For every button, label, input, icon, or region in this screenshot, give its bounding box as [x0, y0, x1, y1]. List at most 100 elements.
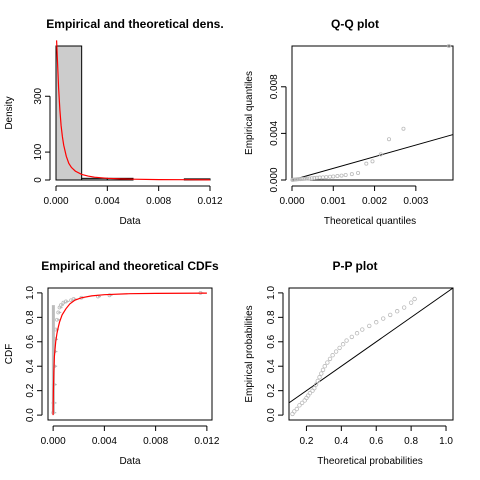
qq-point [327, 174, 332, 179]
cdf-plot-box [47, 287, 213, 421]
1-x-tick-label: 0.001 [321, 196, 346, 207]
qq-reference-line-group [291, 134, 454, 181]
qq-frame [291, 45, 454, 181]
pp-point [312, 386, 317, 391]
qq-point [387, 137, 392, 142]
cdf-empirical-point [55, 317, 59, 322]
density-y-label: Density [4, 96, 15, 129]
2-y-tick-label: 0.0 [25, 408, 36, 422]
cdf-y-label: CDF [4, 344, 15, 365]
qq-point [324, 175, 329, 180]
qq-x-label: Theoretical quantiles [324, 216, 416, 227]
pp-point [374, 320, 379, 325]
density-curve-group [56, 40, 211, 181]
pp-point [299, 400, 305, 406]
pp-point [354, 331, 360, 336]
pp-point [387, 312, 393, 318]
qq-points [290, 44, 451, 182]
1-y-tick-label: 0.008 [269, 74, 280, 99]
qq-point [356, 171, 361, 176]
3-y-tick-label: 0.4 [266, 359, 277, 373]
3-y-tick-label: 0.2 [266, 383, 277, 397]
pp-x-label: Theoretical probabilities [317, 456, 423, 467]
panel-density: Empirical and theoretical dens. 0.000 0.0… [4, 17, 224, 227]
qq-axes: 0.000 0.001 0.002 0.003 0.000 0.004 0.008 [269, 74, 429, 207]
panel-cdf: Empirical and theoretical CDFs 0.000 0.00… [4, 259, 220, 467]
cdf-title: Empirical and theoretical CDFs [41, 259, 219, 273]
1-x-tick-label: 0.003 [403, 196, 428, 207]
qq-point [309, 176, 314, 181]
qq-point [364, 161, 369, 166]
3-y-tick-label: 1.0 [266, 286, 277, 300]
pp-point [340, 342, 346, 347]
panel-pp: P-P plot 0.2 0.4 0.6 0.8 1.0 0.0 0.2 0.4 0.6 0.8 1… [244, 259, 454, 467]
0-y-tick-label: 300 [33, 87, 44, 104]
pp-point [333, 349, 339, 354]
pp-point [294, 406, 300, 412]
3-x-tick-label: 0.4 [334, 436, 348, 447]
cdf-empirical-group [51, 290, 204, 415]
density-bars [55, 45, 211, 181]
qq-y-label: Empirical quantiles [244, 71, 255, 155]
qq-plot-box [291, 45, 454, 181]
pp-point [322, 364, 327, 369]
qq-point [378, 152, 383, 157]
2-x-tick-label: 0.004 [92, 436, 117, 447]
3-y-tick-label: 0.8 [266, 310, 277, 324]
2-y-tick-label: 0.2 [25, 383, 36, 397]
cdf-theoretical-curve [52, 292, 207, 416]
pp-reference-line-group [288, 287, 454, 404]
pp-point [315, 378, 320, 384]
pp-point [367, 323, 372, 329]
3-x-tick-label: 0.8 [404, 436, 418, 447]
qq-point [303, 176, 308, 181]
qq-point [370, 159, 375, 164]
3-x-tick-label: 0.2 [299, 436, 313, 447]
pp-point [394, 309, 400, 314]
density-axes: 0.000 0.004 0.008 0.012 0 100 300 [33, 87, 223, 207]
density-title: Empirical and theoretical dens. [46, 17, 223, 31]
0-y-tick-label: 100 [33, 143, 44, 160]
qq-point [339, 173, 344, 178]
cdf-empirical-point [64, 299, 68, 304]
3-x-tick-label: 1.0 [439, 436, 453, 447]
2-y-tick-label: 0.6 [25, 334, 36, 348]
0-x-tick-label: 0.012 [197, 196, 222, 207]
pp-point [325, 360, 330, 365]
cdf-empirical-point [56, 310, 61, 315]
2-y-tick-label: 0.8 [25, 310, 36, 324]
pp-point [317, 375, 322, 380]
1-y-tick-label: 0.004 [269, 120, 280, 145]
1-y-tick-label: 0.000 [269, 167, 280, 192]
pp-point [344, 338, 349, 343]
0-x-tick-label: 0.004 [95, 196, 120, 207]
qq-point [401, 126, 406, 131]
qq-point [301, 176, 306, 181]
pp-point [313, 382, 319, 387]
pp-frame [288, 287, 454, 421]
1-x-tick-label: 0.002 [362, 196, 387, 207]
2-y-tick-label: 1.0 [25, 286, 36, 300]
pp-point [381, 316, 386, 321]
2-x-tick-label: 0.008 [143, 436, 168, 447]
pp-point [412, 296, 417, 302]
pp-point [320, 367, 326, 373]
3-y-tick-label: 0.0 [266, 408, 277, 422]
pp-point [337, 345, 342, 351]
pp-title: P-P plot [332, 259, 377, 273]
3-y-tick-label: 0.6 [266, 334, 277, 348]
cdf-theoretical-group [52, 292, 207, 416]
pp-point [307, 390, 313, 396]
qq-point [312, 176, 317, 181]
pp-reference-line [288, 287, 454, 404]
density-theoretical-curve [56, 40, 211, 181]
pp-point [349, 334, 355, 340]
pp-axes: 0.2 0.4 0.6 0.8 1.0 0.0 0.2 0.4 0.6 0.8 1.0 [266, 286, 453, 447]
qq-point [343, 172, 348, 177]
panel-qq: Q-Q plot 0.000 0.001 0.002 0.0030.0000.0040… [244, 17, 454, 227]
pp-point [292, 409, 297, 414]
0-x-tick-label: 0.008 [146, 196, 171, 207]
pp-plot-box [288, 287, 454, 421]
pp-point [401, 305, 407, 310]
cdf-empirical-point [58, 303, 63, 308]
